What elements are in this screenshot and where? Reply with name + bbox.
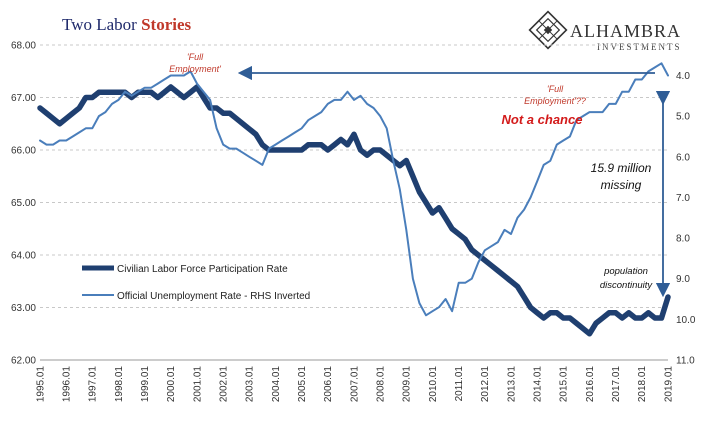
x-tick-label: 2001.01: [192, 366, 203, 403]
annotation-discontinuity-1: population: [603, 266, 648, 277]
left-tick-label: 63.00: [11, 303, 36, 314]
x-tick-label: 2016.01: [585, 366, 596, 403]
x-tick-label: 2000.01: [166, 366, 177, 403]
left-tick-label: 62.00: [11, 356, 36, 367]
annotation-full-employment-right-1: 'Full: [547, 84, 564, 94]
left-tick-label: 66.00: [11, 146, 36, 157]
annotations: 'Full Employment' 'Full Employment'?? No…: [169, 52, 671, 298]
x-tick-label: 2018.01: [637, 366, 648, 403]
x-tick-label: 1999.01: [140, 366, 151, 403]
annotation-missing-2: missing: [601, 178, 642, 192]
logo-name: ALHAMBRA: [570, 21, 681, 41]
x-tick-label: 2009.01: [402, 366, 413, 403]
right-tick-label: 5.0: [676, 112, 690, 123]
right-tick-label: 11.0: [676, 356, 695, 367]
x-tick-label: 1996.01: [61, 366, 72, 403]
annotation-full-employment-left-1: 'Full: [187, 52, 204, 62]
x-tick-label: 2006.01: [323, 366, 334, 403]
legend-label-participation: Civilian Labor Force Participation Rate: [117, 264, 288, 275]
x-tick-label: 2017.01: [611, 366, 622, 403]
right-tick-label: 10.0: [676, 315, 696, 326]
annotation-not-a-chance: Not a chance: [502, 112, 583, 127]
right-tick-label: 4.0: [676, 71, 690, 82]
right-tick-label: 9.0: [676, 274, 690, 285]
legend: Civilian Labor Force Participation Rate …: [82, 264, 310, 302]
x-tick-label: 2013.01: [506, 366, 517, 403]
left-tick-label: 64.00: [11, 251, 36, 262]
left-axis: 68.00 67.00 66.00 65.00 64.00 63.00 62.00: [11, 41, 36, 367]
diamond-pattern-icon: [528, 10, 568, 50]
x-tick-label: 1998.01: [114, 366, 125, 403]
x-tick-label: 2008.01: [375, 366, 386, 403]
x-tick-label: 1997.01: [88, 366, 99, 403]
x-tick-label: 2012.01: [480, 366, 491, 403]
series-layer: [37, 62, 671, 337]
annotation-discontinuity-2: discontinuity: [600, 280, 654, 291]
legend-label-unemployment: Official Unemployment Rate - RHS Inverte…: [117, 291, 310, 302]
x-tick-label: 2005.01: [297, 366, 308, 403]
x-axis: 1995.01 1996.01 1997.01 1998.01 1999.01 2000.…: [35, 359, 674, 403]
left-tick-label: 65.00: [11, 198, 36, 209]
right-axis: 4.0 5.0 6.0 7.0 8.0 9.0 10.0 11.0: [676, 71, 696, 367]
x-tick-label: 2015.01: [559, 366, 570, 403]
annotation-full-employment-left-2: Employment': [169, 64, 221, 74]
x-tick-label: 2014.01: [532, 366, 543, 403]
left-tick-label: 67.00: [11, 93, 36, 104]
x-tick-label: 2011.01: [454, 366, 465, 402]
x-tick-label: 2007.01: [349, 366, 360, 403]
participation-rate-line: [37, 84, 671, 337]
right-tick-label: 7.0: [676, 193, 690, 204]
left-tick-label: 68.00: [11, 41, 36, 52]
x-tick-label: 2019.01: [663, 366, 674, 403]
unemployment-rate-line: [39, 62, 669, 317]
x-tick-label: 2010.01: [428, 366, 439, 403]
logo-sub: INVESTMENTS: [597, 42, 682, 52]
right-tick-label: 8.0: [676, 234, 690, 245]
alhambra-logo: ALHAMBRA INVESTMENTS: [528, 10, 682, 52]
x-tick-label: 2004.01: [271, 366, 282, 403]
right-tick-label: 6.0: [676, 152, 690, 163]
x-tick-label: 2002.01: [218, 366, 229, 403]
chart-title: Two Labor Stories: [62, 15, 192, 34]
x-tick-label: 1995.01: [35, 366, 46, 403]
annotation-missing-1: 15.9 million: [591, 161, 652, 175]
annotation-full-employment-right-2: Employment'??: [524, 96, 586, 106]
x-tick-label: 2003.01: [245, 366, 256, 403]
